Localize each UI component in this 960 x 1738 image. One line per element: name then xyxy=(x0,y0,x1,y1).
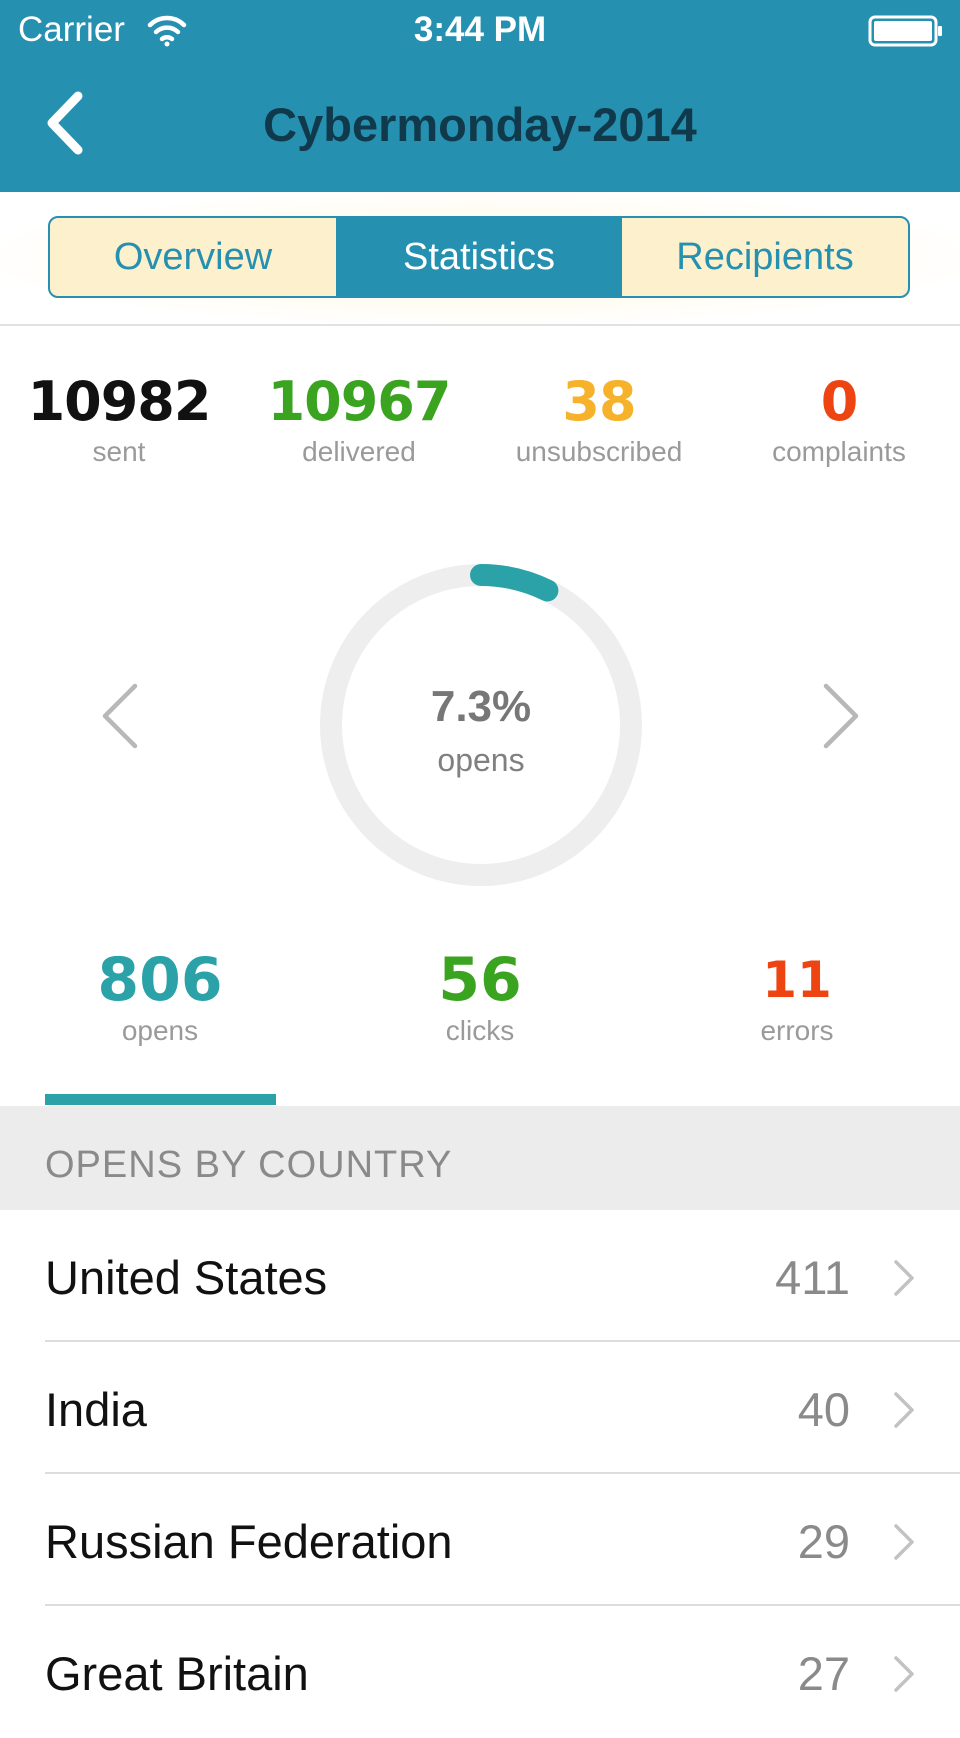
metric-clicks-value: 56 xyxy=(438,945,522,1015)
chevron-right-icon xyxy=(894,1392,914,1428)
tab-overview[interactable]: Overview xyxy=(113,235,273,278)
back-chevron-icon[interactable] xyxy=(40,88,90,158)
country-row[interactable]: India 40 xyxy=(0,1342,960,1474)
country-name: Russian Federation xyxy=(45,1515,453,1568)
country-count: 411 xyxy=(775,1251,850,1304)
row-divider xyxy=(45,1340,960,1342)
country-name: Great Britain xyxy=(45,1647,309,1700)
carrier-label: Carrier xyxy=(18,10,125,49)
page-title: Cybermonday-2014 xyxy=(263,98,697,151)
stat-unsubscribed: 38 unsubscribed xyxy=(484,372,714,468)
wifi-icon xyxy=(147,15,187,47)
section-title: OPENS BY COUNTRY xyxy=(45,1144,453,1186)
row-divider xyxy=(45,1472,960,1474)
status-bar: Carrier 3:44 PM xyxy=(0,0,960,62)
country-row[interactable]: Great Britain 27 xyxy=(0,1606,960,1738)
stat-complaints: 0 complaints xyxy=(724,372,954,468)
row-divider xyxy=(45,1604,960,1606)
prev-chevron-icon[interactable] xyxy=(97,680,143,752)
header: Carrier 3:44 PM Cybermonday-2014 xyxy=(0,0,960,192)
metric-tab-errors[interactable]: 11 errors xyxy=(667,945,927,1047)
opens-donut-chart xyxy=(320,564,642,886)
metric-opens-label: opens xyxy=(121,1015,199,1046)
stat-unsubscribed-value: 38 xyxy=(562,370,636,433)
metric-clicks-label: clicks xyxy=(445,1015,515,1046)
selected-metric-indicator xyxy=(45,1094,276,1105)
stat-unsubscribed-label: unsubscribed xyxy=(515,436,683,467)
country-row[interactable]: United States 411 xyxy=(0,1210,960,1342)
stat-delivered-label: delivered xyxy=(302,436,416,467)
metric-opens-value: 806 xyxy=(97,945,223,1015)
stat-complaints-label: complaints xyxy=(772,436,906,467)
status-time: 3:44 PM xyxy=(413,10,547,49)
country-row[interactable]: Russian Federation 29 xyxy=(0,1474,960,1606)
country-count: 29 xyxy=(797,1515,850,1568)
stat-complaints-value: 0 xyxy=(820,370,859,433)
stat-sent-label: sent xyxy=(92,436,146,467)
segmented-control: Overview Statistics Recipients xyxy=(48,216,910,298)
country-list: United States 411 India 40 Russian Feder… xyxy=(0,1210,960,1738)
tab-statistics[interactable]: Statistics xyxy=(336,218,622,296)
chevron-right-icon xyxy=(894,1656,914,1692)
country-name: India xyxy=(45,1383,147,1436)
stat-sent: 10982 sent xyxy=(4,372,234,468)
stat-sent-value: 10982 xyxy=(27,370,212,433)
country-count: 27 xyxy=(797,1647,850,1700)
stat-delivered: 10967 delivered xyxy=(244,372,474,468)
donut-percent: 7.3% xyxy=(430,682,532,731)
stat-delivered-value: 10967 xyxy=(267,370,452,433)
metric-errors-label: errors xyxy=(760,1015,834,1046)
battery-icon xyxy=(868,15,942,47)
chevron-right-icon xyxy=(894,1260,914,1296)
metric-tab-clicks[interactable]: 56 clicks xyxy=(350,945,610,1047)
donut-arc xyxy=(470,564,559,602)
metric-tab-opens[interactable]: 806 opens xyxy=(30,945,290,1047)
country-name: United States xyxy=(45,1251,328,1304)
section-header: OPENS BY COUNTRY xyxy=(0,1106,960,1210)
country-count: 40 xyxy=(797,1383,850,1436)
segment-bar: Overview Statistics Recipients xyxy=(0,192,960,326)
donut-label: opens xyxy=(437,742,525,778)
next-chevron-icon[interactable] xyxy=(818,680,864,752)
tab-recipients[interactable]: Recipients xyxy=(676,235,854,278)
chevron-right-icon xyxy=(894,1524,914,1560)
metric-errors-value: 11 xyxy=(762,951,832,1009)
